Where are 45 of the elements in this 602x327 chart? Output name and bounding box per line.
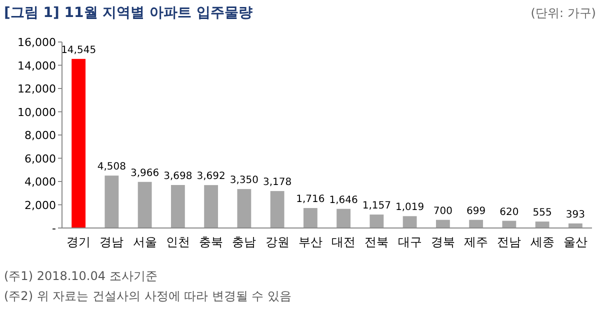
data-label: 3,966 — [130, 168, 160, 179]
data-label: 3,178 — [262, 177, 292, 188]
data-label: 1,646 — [329, 194, 358, 206]
y-tick-label: 12,000 — [18, 82, 56, 96]
x-tick-label: 서울 — [132, 235, 157, 249]
x-tick-label: 울산 — [563, 235, 588, 249]
annotation: (주2) 위 자료는 건설사의 사정에 따라 변경될 수 있음 — [4, 289, 292, 303]
title: [그림 1] 11월 지역별 아파트 입주물량 — [4, 5, 252, 21]
data-label: 14,545 — [61, 44, 96, 56]
x-tick-label: 인천 — [166, 235, 190, 249]
y-tick-label: 16,000 — [18, 36, 56, 49]
x-tick-label: 충북 — [199, 235, 224, 249]
data-label: 700 — [433, 206, 452, 217]
x-tick-label: 전북 — [364, 235, 389, 249]
x-tick-label: 부산 — [298, 235, 322, 249]
x-tick-label: 경기 — [66, 235, 91, 249]
x-tick-label: 대구 — [398, 235, 422, 249]
data-label: 3,350 — [230, 175, 259, 186]
data-label: 4,508 — [97, 162, 126, 173]
y-tick-label: 14,000 — [18, 59, 56, 72]
data-label: 1,716 — [296, 194, 325, 206]
data-label: 1,157 — [362, 200, 392, 212]
y-tick-label: 6,000 — [24, 152, 56, 166]
y-tick-label: - — [52, 222, 56, 235]
data-label: 555 — [532, 208, 552, 219]
data-label: 699 — [466, 206, 486, 217]
x-tick-label: 경남 — [100, 235, 124, 249]
y-tick-label: 10,000 — [18, 106, 56, 119]
data-label: 620 — [500, 206, 519, 218]
x-tick-label: 전남 — [497, 235, 522, 249]
x-tick-label: 세종 — [530, 235, 554, 249]
annotation: (주1) 2018.10.04 조사기준 — [4, 269, 158, 283]
x-tick-label: 강원 — [265, 235, 290, 249]
data-label: 393 — [566, 209, 585, 220]
x-tick-label: 대전 — [332, 235, 356, 249]
x-tick-label: 충남 — [232, 235, 256, 249]
y-tick-label: 4,000 — [24, 176, 56, 188]
data-label: 3,692 — [196, 171, 226, 182]
x-tick-label: 경북 — [430, 235, 455, 249]
data-label: 1,019 — [395, 202, 424, 214]
data-label: 3,698 — [164, 171, 192, 182]
y-tick-label: 8,000 — [24, 129, 56, 142]
subtitle: (단위: 가구) — [530, 6, 596, 20]
x-tick-label: 제주 — [464, 235, 488, 249]
y-tick-label: 2,000 — [24, 198, 56, 212]
